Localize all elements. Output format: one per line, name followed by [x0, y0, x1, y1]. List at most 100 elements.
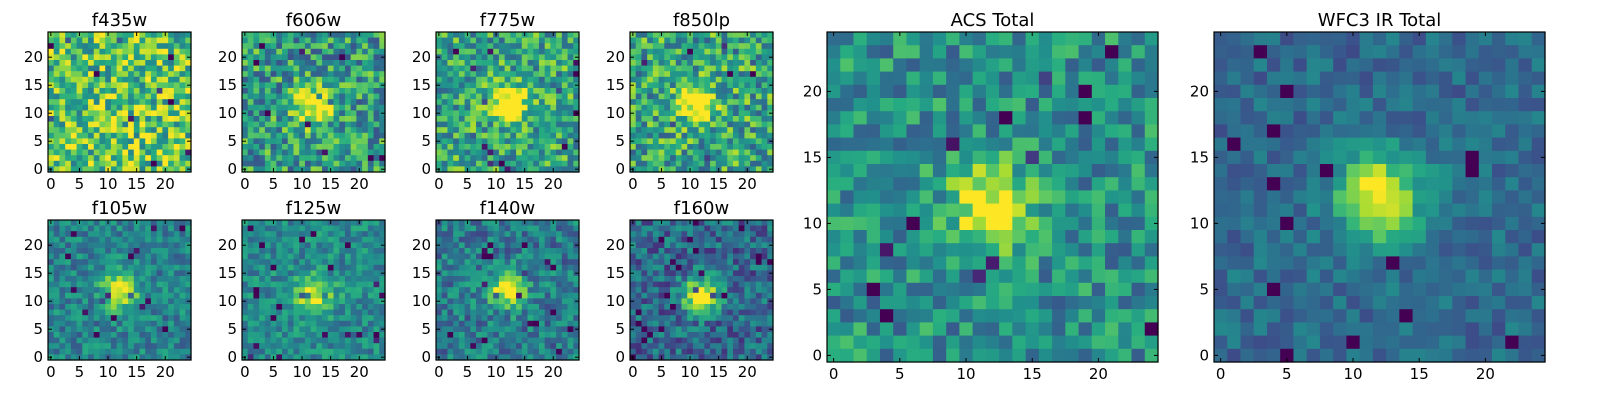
- pixel-grid: [242, 32, 386, 173]
- pixel: [71, 231, 77, 237]
- pixel: [556, 133, 562, 139]
- pixel: [545, 94, 551, 100]
- pixel: [368, 332, 374, 338]
- pixel: [556, 343, 562, 349]
- pixel: [134, 321, 140, 327]
- pixel: [545, 32, 551, 38]
- pixel: [248, 82, 254, 88]
- pixel: [550, 282, 556, 288]
- pixel: [356, 71, 362, 77]
- pixel: [630, 276, 636, 282]
- pixel: [362, 282, 368, 288]
- pixel: [293, 242, 299, 248]
- pixel: [733, 276, 739, 282]
- pixel: [351, 304, 357, 310]
- pixel: [328, 88, 334, 94]
- pixel: [528, 349, 534, 355]
- pixel: [288, 71, 294, 77]
- pixel: [282, 138, 288, 144]
- pixel: [641, 99, 647, 105]
- pixel: [54, 282, 60, 288]
- pixel: [699, 99, 705, 105]
- pixel: [465, 231, 471, 237]
- pixel: [174, 332, 180, 338]
- pixel: [653, 32, 659, 38]
- pixel: [276, 315, 282, 321]
- pixel: [174, 88, 180, 94]
- pixel: [704, 265, 710, 271]
- pixel: [71, 155, 77, 161]
- pixel: [562, 237, 568, 243]
- pixel: [128, 265, 134, 271]
- pixel: [65, 226, 71, 232]
- pixel: [128, 88, 134, 94]
- pixel: [442, 88, 448, 94]
- pixel: [727, 144, 733, 150]
- pixel: [122, 161, 128, 167]
- pixel: [550, 226, 556, 232]
- pixel: [345, 43, 351, 49]
- pixel: [151, 94, 157, 100]
- pixel: [556, 77, 562, 83]
- pixel: [459, 133, 465, 139]
- pixel: [334, 276, 340, 282]
- pixel: [339, 343, 345, 349]
- pixel: [693, 242, 699, 248]
- pixel: [299, 138, 305, 144]
- pixel: [48, 133, 54, 139]
- pixel: [693, 138, 699, 144]
- pixel: [316, 332, 322, 338]
- pixel: [545, 248, 551, 254]
- pixel: [259, 254, 265, 260]
- pixel: [562, 298, 568, 304]
- pixel: [374, 226, 380, 232]
- pixel: [351, 99, 357, 105]
- pixel: [762, 88, 768, 94]
- pixel: [65, 304, 71, 310]
- pixel: [374, 82, 380, 88]
- pixel: [134, 259, 140, 265]
- pixel: [362, 298, 368, 304]
- pixel: [630, 49, 636, 55]
- pixel: [442, 315, 448, 321]
- pixel: [59, 150, 65, 156]
- pixel: [556, 38, 562, 44]
- pixel: [641, 82, 647, 88]
- pixel: [465, 310, 471, 316]
- pixel: [505, 248, 511, 254]
- pixel: [305, 231, 311, 237]
- pixel: [99, 60, 105, 66]
- pixel: [328, 38, 334, 44]
- y-tick-label: 0: [421, 160, 431, 178]
- pixel: [727, 49, 733, 55]
- pixel: [271, 231, 277, 237]
- pixel: [242, 338, 248, 344]
- pixel: [117, 94, 123, 100]
- pixel: [727, 127, 733, 133]
- pixel: [693, 155, 699, 161]
- pixel: [322, 77, 328, 83]
- pixel: [122, 265, 128, 271]
- pixel: [174, 265, 180, 271]
- pixel: [470, 259, 476, 265]
- pixel: [653, 237, 659, 243]
- pixel: [248, 242, 254, 248]
- pixel: [134, 88, 140, 94]
- pixel: [756, 77, 762, 83]
- pixel: [687, 144, 693, 150]
- pixel: [516, 60, 522, 66]
- pixel: [71, 304, 77, 310]
- pixel: [334, 150, 340, 156]
- pixel: [704, 43, 710, 49]
- pixel: [447, 88, 453, 94]
- pixel: [334, 66, 340, 72]
- pixel: [345, 248, 351, 254]
- pixel: [265, 276, 271, 282]
- pixel: [470, 38, 476, 44]
- pixel: [676, 265, 682, 271]
- pixel: [636, 265, 642, 271]
- pixel: [716, 82, 722, 88]
- pixel: [653, 138, 659, 144]
- pixel: [94, 127, 100, 133]
- pixel: [722, 270, 728, 276]
